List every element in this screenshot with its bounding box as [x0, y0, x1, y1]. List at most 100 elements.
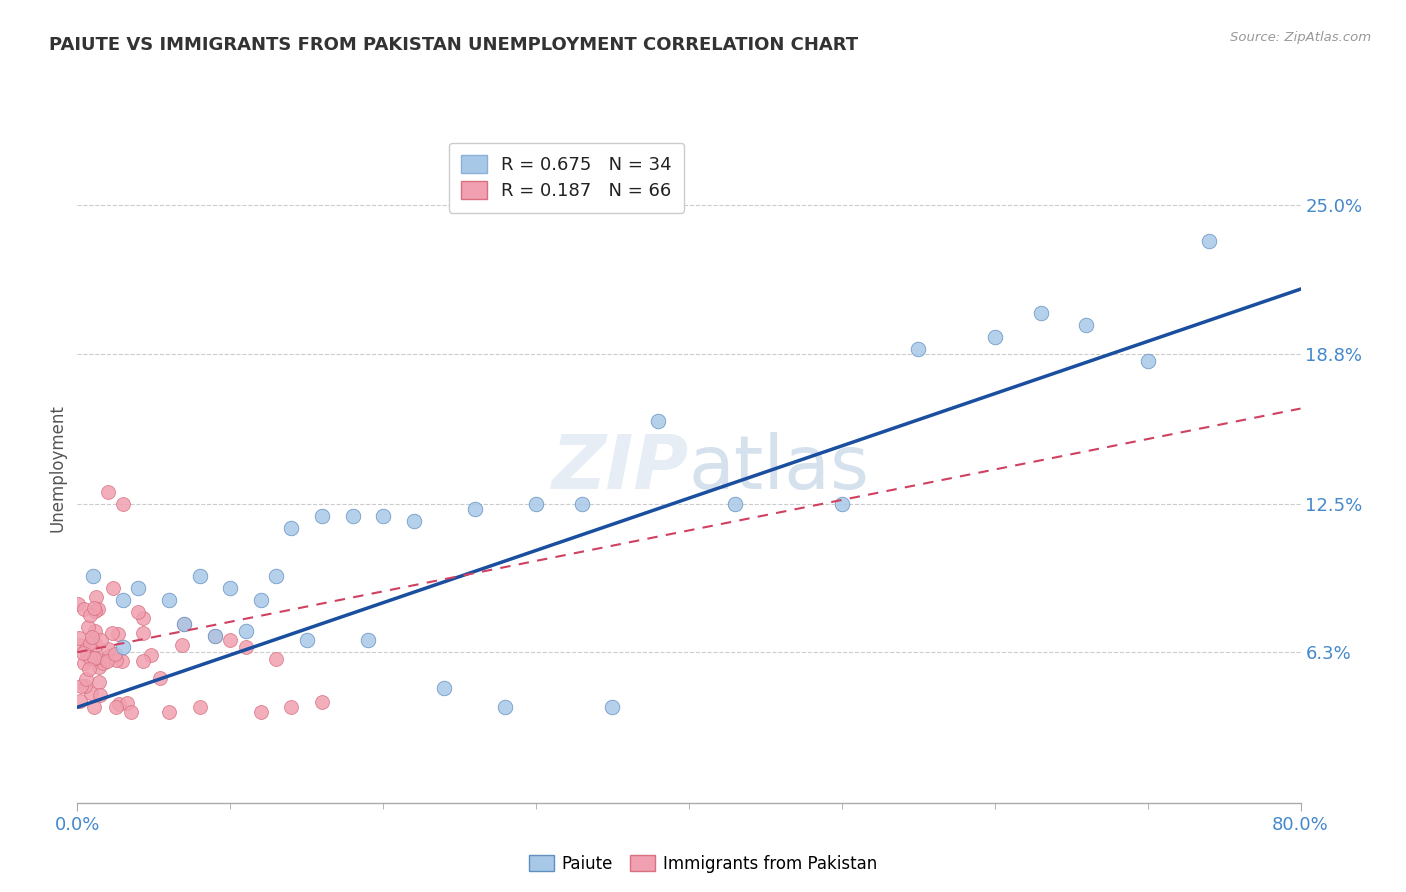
Point — [89, 688, 111, 702]
Point — [1076, 318, 1098, 332]
Point — [188, 700, 211, 714]
Point — [97, 485, 120, 500]
Point — [127, 605, 149, 619]
Point — [83, 651, 105, 665]
Point — [67, 631, 90, 645]
Point — [104, 653, 127, 667]
Point — [79, 636, 101, 650]
Point — [72, 646, 94, 660]
Point — [87, 660, 110, 674]
Point — [90, 633, 112, 648]
Point — [571, 497, 593, 511]
Point — [173, 616, 195, 631]
Point — [82, 569, 104, 583]
Point — [311, 509, 333, 524]
Point — [464, 502, 486, 516]
Point — [86, 591, 108, 605]
Point — [104, 700, 127, 714]
Point — [357, 633, 380, 648]
Point — [97, 642, 120, 657]
Point — [235, 640, 257, 655]
Point — [96, 654, 118, 668]
Point — [120, 705, 142, 719]
Point — [1136, 353, 1159, 368]
Point — [250, 592, 273, 607]
Point — [280, 700, 302, 714]
Point — [107, 626, 129, 640]
Point — [647, 413, 669, 427]
Point — [173, 616, 195, 631]
Point — [495, 700, 517, 714]
Point — [79, 662, 101, 676]
Text: ZIP: ZIP — [551, 432, 689, 505]
Point — [75, 642, 97, 657]
Point — [984, 330, 1007, 344]
Point — [67, 639, 90, 653]
Point — [84, 651, 107, 665]
Point — [280, 521, 302, 535]
Point — [157, 592, 180, 607]
Point — [131, 626, 153, 640]
Point — [83, 604, 105, 618]
Point — [83, 700, 105, 714]
Point — [97, 649, 120, 664]
Point — [139, 648, 162, 662]
Point — [79, 686, 101, 700]
Point — [371, 509, 394, 524]
Point — [66, 597, 89, 611]
Point — [831, 497, 853, 511]
Point — [127, 581, 149, 595]
Point — [73, 680, 96, 694]
Point — [149, 671, 172, 685]
Point — [295, 633, 318, 648]
Point — [70, 679, 93, 693]
Point — [264, 569, 287, 583]
Point — [111, 654, 134, 668]
Point — [311, 696, 333, 710]
Text: PAIUTE VS IMMIGRANTS FROM PAKISTAN UNEMPLOYMENT CORRELATION CHART: PAIUTE VS IMMIGRANTS FROM PAKISTAN UNEMP… — [49, 36, 858, 54]
Point — [91, 657, 114, 671]
Point — [69, 694, 91, 708]
Point — [80, 630, 103, 644]
Point — [235, 624, 257, 638]
Point — [83, 601, 105, 615]
Point — [433, 681, 456, 695]
Point — [1198, 235, 1220, 249]
Text: atlas: atlas — [689, 432, 870, 505]
Point — [219, 581, 242, 595]
Point — [907, 342, 929, 356]
Point — [342, 509, 364, 524]
Point — [89, 675, 111, 690]
Point — [602, 700, 624, 714]
Point — [112, 497, 135, 511]
Point — [108, 697, 131, 711]
Point — [76, 620, 98, 634]
Point — [82, 634, 104, 648]
Legend: Paiute, Immigrants from Pakistan: Paiute, Immigrants from Pakistan — [522, 848, 884, 880]
Point — [101, 581, 124, 595]
Point — [264, 652, 287, 666]
Point — [79, 650, 101, 665]
Point — [204, 628, 226, 642]
Point — [188, 569, 211, 583]
Text: Source: ZipAtlas.com: Source: ZipAtlas.com — [1230, 31, 1371, 45]
Point — [101, 626, 124, 640]
Point — [76, 648, 98, 662]
Point — [524, 497, 547, 511]
Point — [157, 705, 180, 719]
Point — [73, 656, 96, 670]
Point — [402, 514, 425, 528]
Point — [117, 696, 139, 710]
Point — [1029, 306, 1052, 320]
Point — [132, 611, 155, 625]
Point — [112, 640, 135, 655]
Y-axis label: Unemployment: Unemployment — [48, 404, 66, 533]
Point — [75, 672, 97, 686]
Point — [79, 608, 101, 623]
Point — [103, 648, 125, 662]
Point — [250, 705, 273, 719]
Point — [86, 638, 108, 652]
Legend: R = 0.675   N = 34, R = 0.187   N = 66: R = 0.675 N = 34, R = 0.187 N = 66 — [449, 143, 685, 213]
Point — [204, 628, 226, 642]
Point — [84, 624, 107, 639]
